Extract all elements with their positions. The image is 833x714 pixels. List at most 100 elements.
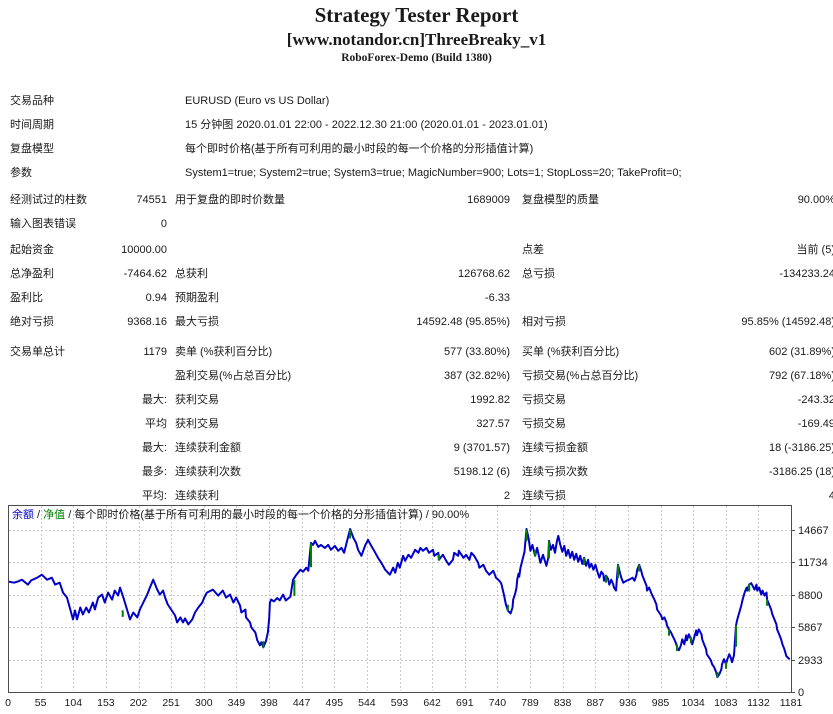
stat-label: 连续获利次数 (175, 466, 241, 478)
stat-label (10, 436, 110, 460)
info-value: EURUSD (Euro vs US Dollar) (185, 95, 330, 107)
chart-grid (9, 506, 792, 691)
equity-ticks (121, 529, 769, 678)
stat-label: 卖单 (%获利百分比) (175, 346, 273, 358)
chart-legend: 余额 / 净值 / 每个即时价格(基于所有可利用的最小时段的每一个价格的分形插值… (12, 507, 469, 521)
stat-value: -243.32 (797, 394, 833, 406)
stat-value: 18 (-3186.25) (768, 442, 833, 454)
stat-value: 577 (33.80%) (443, 346, 510, 358)
stat-value: 126768.62 (458, 268, 510, 280)
x-axis-label: 202 (130, 697, 148, 709)
stat-value: 9 (3701.57) (453, 442, 510, 454)
stat-value: 最大: (141, 394, 167, 406)
symbol-info-table: 交易品种 EURUSD (Euro vs US Dollar) 时间周期 15 分钟图… (0, 89, 833, 185)
stat-value: 74551 (136, 194, 167, 206)
x-axis-label: 251 (162, 697, 180, 709)
x-axis-label: 887 (587, 697, 605, 709)
stat-label: 盈利交易(%占总百分比) (175, 370, 292, 382)
legend-balance: 余额 (12, 507, 34, 521)
stat-row: 最多: 连续获利次数 5198.12 (6) 连续亏损次数 -3186.25 (18) (0, 460, 833, 484)
x-axis-label: 447 (293, 697, 311, 709)
info-row: 时间周期 15 分钟图 2020.01.01 22:00 - 2022.12.30… (0, 113, 833, 137)
y-axis-label: 8800 (798, 590, 822, 602)
stat-label: 绝对亏损 (10, 316, 54, 328)
balance-line (7, 528, 791, 679)
stat-value: -6.33 (484, 292, 510, 304)
stat-label: 连续亏损次数 (522, 466, 588, 478)
expert-name: [www.notandor.cn]ThreeBreaky_v1 (286, 30, 547, 49)
stat-label: 亏损交易 (522, 418, 566, 430)
stat-value: 10000.00 (121, 244, 167, 256)
page-title: Strategy Tester Report (314, 3, 519, 27)
stat-label: 连续亏损金额 (522, 442, 588, 454)
y-axis-label: 2933 (798, 655, 822, 667)
info-row: 复盘模型 每个即时价格(基于所有可利用的最小时段的每一个价格的分形插值计算) (0, 137, 833, 161)
stat-value: 95.85% (14592.48) (741, 316, 833, 328)
stat-value: 9368.16 (127, 316, 167, 328)
stat-value: 最多: (141, 466, 167, 478)
stat-label (10, 412, 110, 436)
stat-label: 预期盈利 (175, 292, 219, 304)
stat-label: 盈利比 (10, 292, 43, 304)
x-axis-label: 789 (521, 697, 539, 709)
stat-row: 起始资金 10000.00 点差 当前 (5) (0, 238, 833, 262)
stat-label (510, 286, 650, 310)
stat-label: 复盘模型的质量 (522, 194, 599, 206)
stat-value: 1992.82 (470, 394, 510, 406)
stat-row: 平均 获利交易 327.57 亏损交易 -169.49 (0, 412, 833, 436)
stat-label (167, 212, 335, 236)
stat-row: 最大: 获利交易 1992.82 亏损交易 -243.32 (0, 388, 833, 412)
stat-value (335, 238, 510, 262)
stat-label: 经测试过的柱数 (10, 194, 87, 206)
stat-label: 总获利 (175, 268, 208, 280)
stat-row: 经测试过的柱数 74551 用于复盘的即时价数量 1689009 复盘模型的质量 90.0… (0, 188, 833, 212)
stat-row: 盈利比 0.94 预期盈利 -6.33 (0, 286, 833, 310)
balance-equity-chart: 0 2933 5867 8800 11734 14667 0 55 104 153 202 251 30… (0, 505, 833, 709)
x-axis-label: 642 (423, 697, 441, 709)
stat-label: 起始资金 (10, 244, 54, 256)
stat-value: 792 (67.18%) (768, 370, 833, 382)
stat-row: 平均: 连续获利 2 连续亏损 4 (0, 484, 833, 508)
stat-label: 点差 (522, 244, 544, 256)
stat-value: 当前 (5) (796, 244, 833, 256)
x-axis-label: 349 (228, 697, 246, 709)
stat-label (510, 212, 650, 236)
stat-label: 总净盈利 (10, 268, 54, 280)
info-label: 参数 (10, 167, 32, 179)
stat-value: -134233.24 (779, 268, 833, 280)
y-axis-label: 11734 (798, 557, 828, 569)
x-axis-label: 1181 (780, 697, 803, 709)
x-axis-label: 0 (5, 697, 11, 709)
info-row: 交易品种 EURUSD (Euro vs US Dollar) (0, 89, 833, 113)
stat-value: 平均 (145, 418, 167, 430)
info-value: 每个即时价格(基于所有可利用的最小时段的每一个价格的分形插值计算) (185, 143, 534, 155)
stat-value: 387 (32.82%) (443, 370, 510, 382)
stat-value: 1689009 (467, 194, 510, 206)
stat-value: 90.00% (797, 194, 833, 206)
stat-label: 连续亏损 (522, 490, 566, 502)
stat-label: 亏损交易 (522, 394, 566, 406)
stat-label: 亏损交易(%占总百分比) (522, 370, 639, 382)
stat-value: -7464.62 (123, 268, 167, 280)
x-axis-label: 691 (456, 697, 474, 709)
stat-row: 总净盈利 -7464.62 总获利 126768.62 总亏损 -134233.24 (0, 262, 833, 286)
stat-label (10, 460, 110, 484)
info-value: 15 分钟图 2020.01.01 22:00 - 2022.12.30 21:… (185, 119, 548, 131)
info-label: 交易品种 (10, 95, 54, 107)
legend-separator: / (65, 509, 74, 521)
stat-value (335, 212, 510, 236)
stat-label: 相对亏损 (522, 316, 566, 328)
x-axis-label: 838 (554, 697, 572, 709)
x-axis-label: 1132 (747, 697, 770, 709)
x-axis-labels: 0 55 104 153 202 251 300 349 398 447 495 544 593 642 6… (5, 697, 802, 709)
info-value: System1=true; System2=true; System3=true… (185, 167, 682, 179)
stat-label: 交易单总计 (10, 346, 65, 358)
stat-value: 602 (31.89%) (768, 346, 833, 358)
report-header: Strategy Tester Report [www.notandor.cn]… (0, 2, 833, 66)
stat-value: 4 (828, 490, 833, 502)
x-axis-label: 544 (358, 697, 376, 709)
server-build: RoboForex-Demo (Build 1380) (341, 52, 492, 64)
stat-label: 获利交易 (175, 394, 219, 406)
stat-label: 连续获利 (175, 490, 219, 502)
info-label: 复盘模型 (10, 143, 54, 155)
